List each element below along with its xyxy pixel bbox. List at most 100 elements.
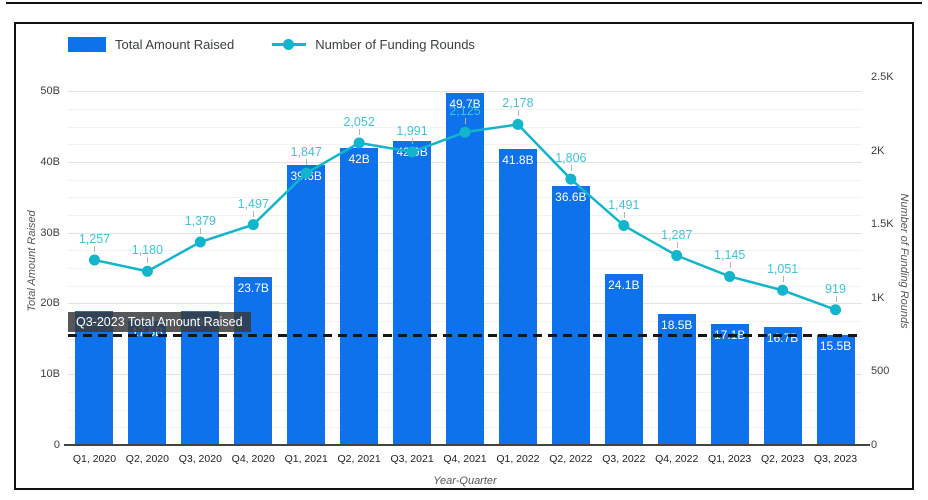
line-point-Q2-2022[interactable] (565, 173, 577, 185)
x-axis-tick-label: Q3, 2021 (390, 453, 434, 465)
line-point-value-label: 2,178 (502, 96, 534, 111)
bar-Q3-2020[interactable] (181, 310, 220, 445)
line-point-value-label: 1,991 (396, 123, 428, 138)
x-axis-tick-label: Q1, 2022 (496, 453, 540, 465)
left-axis-tick-label: 10B (40, 368, 60, 381)
x-axis-baseline (64, 444, 870, 446)
bar-value-label: 41.8B (502, 153, 534, 168)
line-point-value-label: 1,145 (714, 248, 746, 263)
bar-Q2-2023[interactable] (763, 326, 802, 445)
line-point-Q3-2020[interactable] (194, 236, 206, 248)
bar-Q3-2022[interactable] (604, 274, 643, 445)
bar-Q1-2022[interactable] (498, 149, 537, 445)
bar-Q1-2023[interactable] (710, 324, 749, 445)
line-point-value-label: 1,257 (78, 231, 111, 246)
point-label-stem (623, 211, 625, 218)
point-label-stem (729, 262, 731, 269)
point-label-stem (570, 165, 572, 172)
bar-Q3-2023[interactable] (816, 335, 855, 445)
line-point-Q1-2020[interactable] (88, 254, 100, 266)
x-axis-tick-label: Q2, 2021 (337, 453, 381, 465)
bar-Q1-2020[interactable] (75, 310, 114, 445)
plot-area: Total Amount Raised Number of Funding Ro… (26, 71, 910, 487)
line-point-Q4-2021[interactable] (459, 126, 471, 138)
bar-value-label: 36.6B (555, 189, 587, 204)
x-axis-tick-label: Q2, 2020 (125, 453, 169, 465)
legend: Total Amount Raised Number of Funding Ro… (68, 37, 475, 52)
point-label-stem (465, 118, 466, 125)
bar-Q2-2020[interactable] (128, 321, 167, 445)
left-axis-tick-label: 20B (40, 297, 60, 310)
line-point-Q4-2022[interactable] (671, 250, 683, 262)
line-point-value-label: 1,497 (237, 196, 269, 211)
line-point-Q1-2022[interactable] (512, 118, 524, 130)
x-axis-tick-label: Q4, 2022 (655, 453, 699, 465)
point-label-stem (782, 276, 784, 283)
bar-value-label: 18.5B (661, 318, 693, 333)
window-top-edge (6, 2, 922, 4)
right-axis-tick-label: 2K (871, 144, 885, 157)
point-label-stem (306, 159, 308, 166)
x-axis-tick-label: Q3, 2020 (178, 453, 222, 465)
legend-label: Number of Funding Rounds (315, 37, 475, 52)
x-axis-tick-label: Q2, 2022 (549, 453, 593, 465)
right-axis-tick-label: 1.5K (871, 218, 894, 231)
right-axis-tick-label: 1K (871, 291, 885, 304)
point-label-stem (517, 110, 519, 117)
bar-value-label: 24.1B (608, 278, 640, 293)
bar-value-label: 15.5B (819, 339, 852, 354)
right-axis-tick-label: 500 (871, 365, 890, 378)
bar-Q2-2022[interactable] (551, 186, 590, 445)
x-axis-title: Year-Quarter (433, 475, 497, 487)
right-axis-tick-label: 2.5K (871, 71, 894, 83)
line-point-Q2-2021[interactable] (353, 137, 365, 149)
point-label-stem (147, 257, 149, 264)
line-point-value-label: 1,806 (555, 151, 587, 166)
line-point-Q3-2023[interactable] (830, 304, 842, 316)
bar-Q3-2021[interactable] (393, 141, 432, 445)
bar-Q2-2021[interactable] (340, 147, 379, 445)
x-axis-tick-label: Q1, 2023 (708, 453, 752, 465)
line-point-value-label: 1,051 (766, 262, 799, 277)
line-point-Q1-2021[interactable] (300, 167, 312, 179)
left-axis-title: Total Amount Raised (26, 210, 38, 312)
line-point-value-label: 1,379 (184, 214, 216, 228)
line-point-Q1-2023[interactable] (724, 270, 736, 282)
bar-value-label: 42B (348, 151, 370, 166)
line-point-value-label: 1,847 (290, 145, 322, 160)
line-point-Q2-2020[interactable] (141, 265, 153, 277)
line-series-swatch-icon (272, 37, 307, 52)
line-point-value-label: 2,052 (343, 114, 375, 129)
x-axis-tick-label: Q4, 2021 (443, 453, 487, 465)
line-point-Q2-2023[interactable] (777, 284, 789, 296)
bar-value-label: 23.7B (237, 281, 269, 296)
line-point-Q3-2022[interactable] (618, 220, 630, 232)
left-axis-tick-label: 30B (40, 226, 60, 239)
funding-rounds-line (88, 118, 842, 316)
x-axis-tick-label: Q2, 2023 (760, 453, 805, 465)
bar-series-swatch-icon (68, 37, 106, 52)
line-point-value-label: 1,491 (608, 197, 640, 212)
bar-Q1-2021[interactable] (287, 164, 326, 445)
line-point-Q4-2020[interactable] (247, 219, 259, 231)
point-label-stem (359, 128, 361, 135)
reference-tooltip: Q3-2023 Total Amount Raised (68, 312, 251, 333)
line-point-Q3-2021[interactable] (406, 146, 418, 158)
point-label-stem (200, 228, 202, 234)
x-axis-tick-label: Q1, 2021 (284, 453, 328, 465)
bar-value-label: 49.7B (449, 97, 481, 112)
legend-item-total-amount-raised: Total Amount Raised (68, 37, 234, 52)
gridline-major (68, 91, 862, 93)
line-point-value-label: 2,125 (449, 104, 481, 119)
x-axis-tick-label: Q4, 2020 (231, 453, 275, 465)
point-label-stem (253, 210, 255, 217)
right-axis-tick-label: 0 (871, 439, 878, 451)
x-axis-tick-label: Q3, 2022 (602, 453, 646, 465)
point-label-stem (412, 137, 414, 144)
line-point-value-label: 1,287 (661, 227, 693, 242)
chart-card: Total Amount Raised Number of Funding Ro… (14, 22, 914, 490)
reference-dashed-line (68, 334, 862, 338)
left-axis-tick-label: 40B (40, 155, 60, 168)
bar-Q4-2020[interactable] (234, 277, 273, 445)
bar-Q4-2021[interactable] (446, 93, 484, 445)
